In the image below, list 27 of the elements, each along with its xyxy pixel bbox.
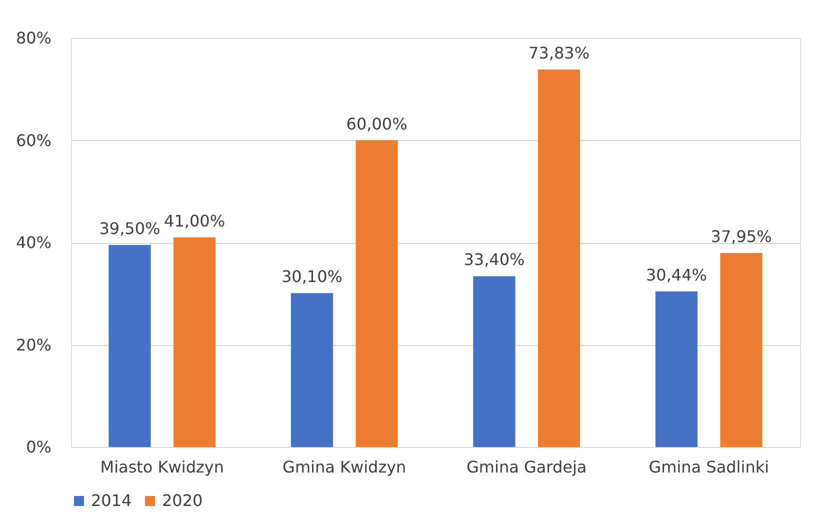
bar bbox=[108, 245, 151, 447]
y-tick-label: 40% bbox=[16, 233, 52, 252]
data-label: 39,50% bbox=[99, 219, 160, 238]
bar bbox=[356, 140, 398, 447]
legend-label: 2014 bbox=[91, 491, 132, 510]
data-label: 30,44% bbox=[646, 265, 707, 284]
y-tick-label: 80% bbox=[16, 28, 52, 48]
bar bbox=[173, 237, 216, 447]
x-tick-label: Miasto Kwidzyn bbox=[100, 458, 224, 476]
y-tick-label: 20% bbox=[16, 335, 52, 354]
data-label: 41,00% bbox=[164, 211, 226, 230]
data-label: 30,10% bbox=[281, 267, 342, 286]
legend-label: 2020 bbox=[162, 491, 203, 510]
data-label: 60,00% bbox=[346, 114, 408, 134]
data-label: 33,40% bbox=[464, 250, 525, 270]
x-tick-label: Gmina Kwidzyn bbox=[282, 458, 406, 476]
bar bbox=[473, 276, 516, 447]
x-tick-label: Gmina Gardeja bbox=[466, 458, 587, 476]
bar bbox=[538, 70, 580, 447]
data-label: 73,83% bbox=[528, 44, 590, 63]
data-label: 37,95% bbox=[710, 226, 772, 246]
bar bbox=[720, 252, 762, 447]
bar bbox=[655, 291, 698, 447]
x-tick-label: Gmina Sadlinki bbox=[648, 458, 770, 476]
y-tick-label: 60% bbox=[16, 130, 52, 150]
y-tick-label: 0% bbox=[26, 438, 52, 456]
bar bbox=[290, 293, 334, 447]
